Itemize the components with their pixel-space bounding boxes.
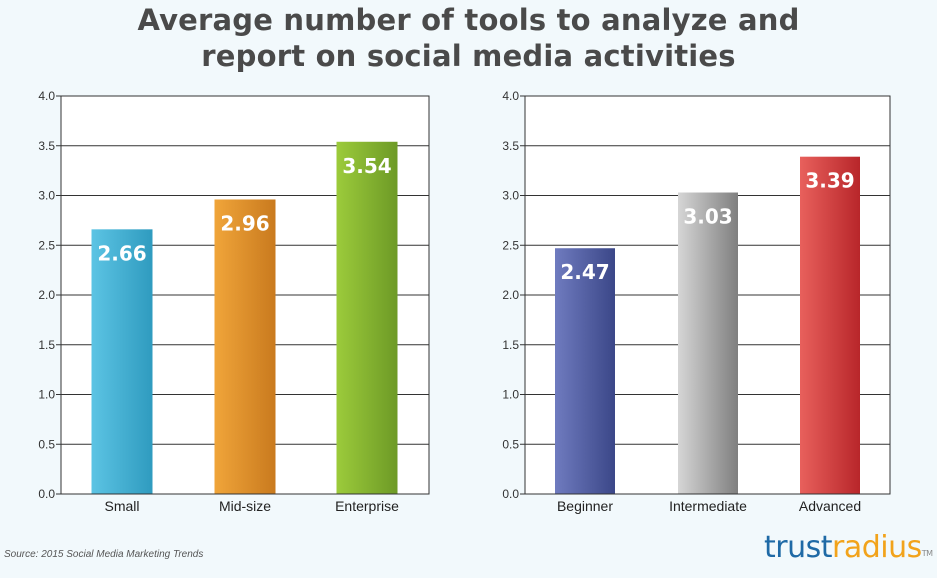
bar-intermediate bbox=[678, 192, 738, 494]
data-label: 2.96 bbox=[220, 211, 269, 235]
x-tick-label: Small bbox=[104, 498, 139, 514]
y-tick-label: 1.0 bbox=[502, 388, 519, 402]
logo-radius: radius bbox=[832, 530, 922, 565]
y-tick-label: 3.0 bbox=[38, 189, 55, 203]
chart-title-line2: report on social media activities bbox=[201, 39, 736, 73]
bar-advanced bbox=[800, 156, 860, 494]
data-label: 2.66 bbox=[97, 241, 146, 265]
y-tick-label: 3.5 bbox=[502, 139, 519, 153]
chart-experience-level: 0.0 0.5 1.0 1.5 2.0 2.5 3.0 3.5 4.0 2.47 Beginner 3… bbox=[502, 89, 891, 514]
bar-enterprise bbox=[336, 141, 398, 494]
y-tick-label: 3.5 bbox=[38, 139, 55, 153]
y-tick-label: 2.0 bbox=[38, 288, 55, 302]
y-tick-label: 4.0 bbox=[38, 89, 55, 103]
logo-tm: TM bbox=[921, 549, 933, 558]
chart-title: Average number of tools to analyze and r… bbox=[0, 2, 937, 74]
x-tick-label: Advanced bbox=[799, 498, 861, 514]
x-tick-label: Intermediate bbox=[669, 498, 747, 514]
y-tick-label: 2.0 bbox=[502, 288, 519, 302]
y-tick-label: 1.5 bbox=[38, 338, 55, 352]
trustradius-logo: trustradiusTM bbox=[764, 528, 933, 568]
bar-beginner bbox=[555, 248, 615, 494]
y-tick-label: 0.5 bbox=[38, 437, 55, 451]
y-tick-label: 2.5 bbox=[502, 238, 519, 252]
logo-trust: trust bbox=[764, 530, 833, 565]
bar-small bbox=[91, 229, 153, 494]
x-tick-label: Mid-size bbox=[219, 498, 271, 514]
y-tick-label: 0.5 bbox=[502, 437, 519, 451]
plot-frame bbox=[60, 95, 430, 495]
data-label: 3.39 bbox=[805, 169, 854, 193]
y-tick-label: 2.5 bbox=[38, 238, 55, 252]
data-label: 3.54 bbox=[342, 154, 391, 178]
bar-mid-size bbox=[214, 199, 276, 495]
y-tick-label: 3.0 bbox=[502, 189, 519, 203]
chart-title-line1: Average number of tools to analyze and bbox=[137, 3, 800, 37]
source-note: Source: 2015 Social Media Marketing Tren… bbox=[4, 549, 204, 560]
x-tick-label: Enterprise bbox=[335, 498, 399, 514]
y-tick-label: 0.0 bbox=[38, 487, 55, 501]
data-label: 2.47 bbox=[560, 260, 609, 284]
x-tick-label: Beginner bbox=[557, 498, 613, 514]
data-label: 3.03 bbox=[683, 205, 732, 229]
y-tick-label: 1.5 bbox=[502, 338, 519, 352]
plot-frame bbox=[524, 95, 891, 495]
y-tick-label: 1.0 bbox=[38, 388, 55, 402]
chart-company-size: 0.0 0.5 1.0 1.5 2.0 2.5 3.0 3.5 4.0 2.66 Small 2.96… bbox=[38, 89, 430, 514]
y-tick-label: 4.0 bbox=[502, 89, 519, 103]
y-tick-label: 0.0 bbox=[502, 487, 519, 501]
